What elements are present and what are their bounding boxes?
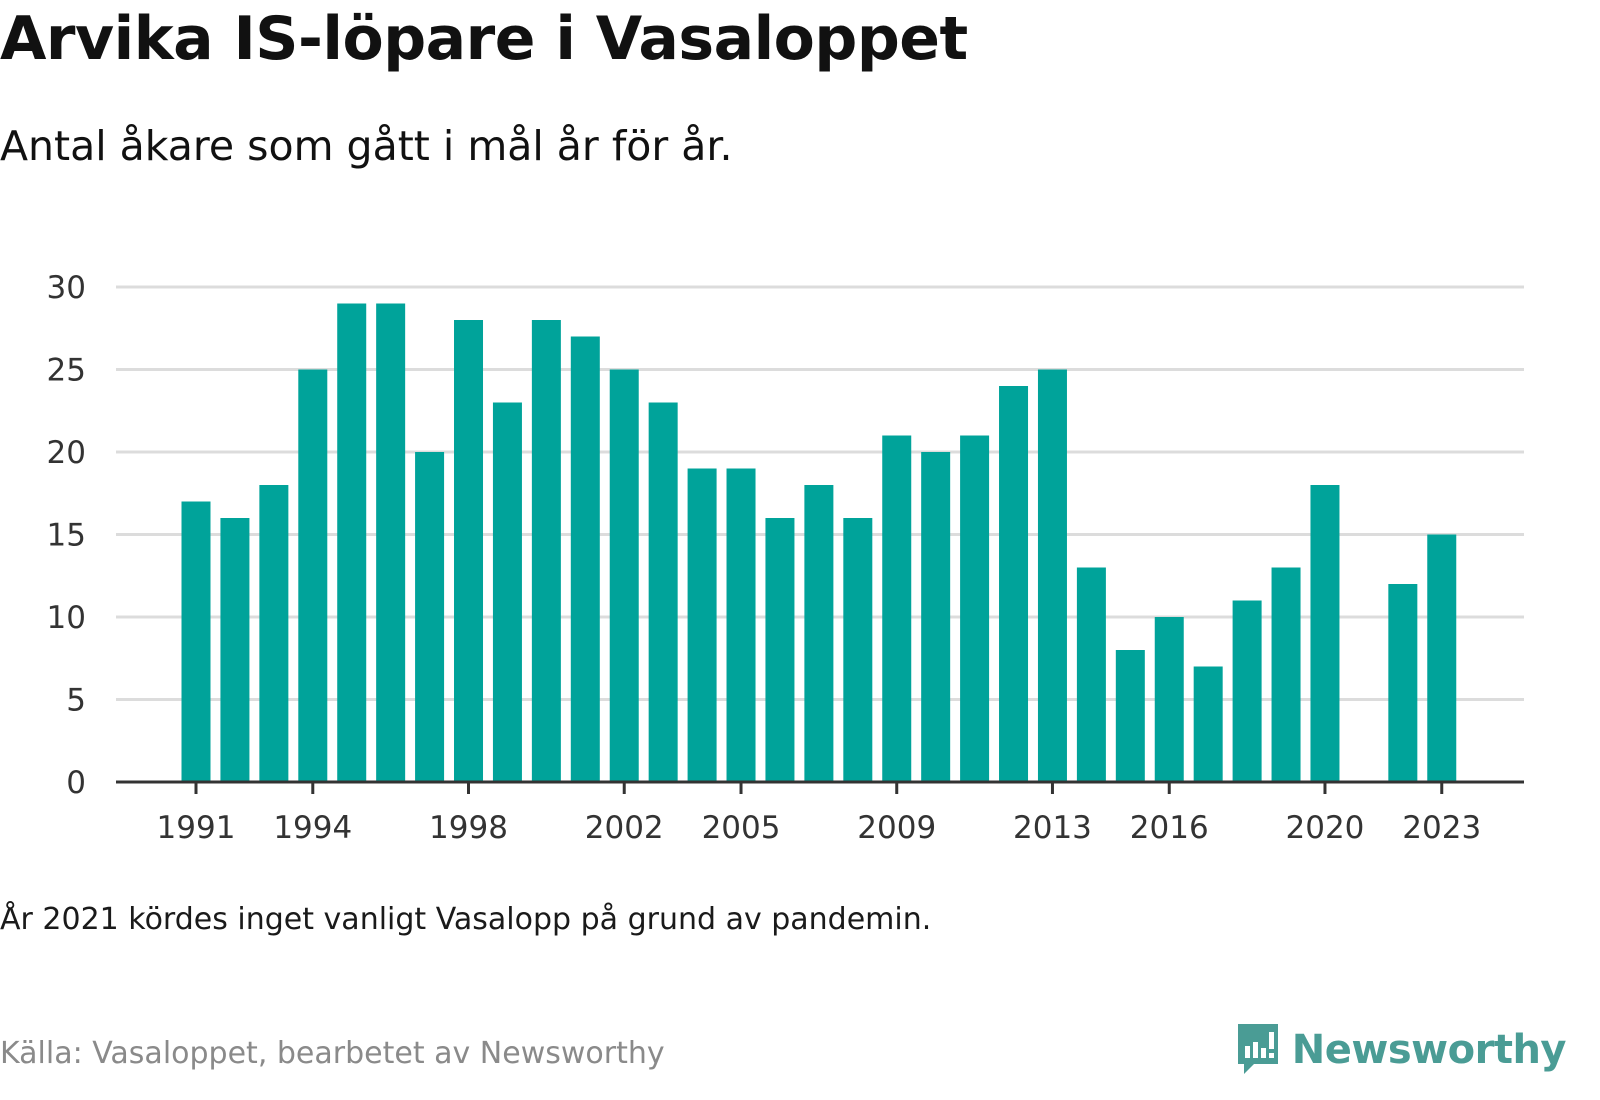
x-tick-label: 2020: [1286, 810, 1365, 846]
bar-1999: [492, 402, 522, 782]
bar-2012: [999, 386, 1029, 782]
bar-2019: [1271, 567, 1301, 782]
footnote: År 2021 kördes inget vanligt Vasalopp på…: [0, 902, 932, 937]
bar-2000: [531, 320, 561, 782]
bar-2007: [804, 485, 834, 782]
bar-2023: [1427, 534, 1457, 782]
bar-1996: [376, 303, 406, 782]
bar-chart: 0 5 10 15 20 25 30 1991 1994 1998 2002 2005 2009 201…: [47, 270, 1524, 846]
bar-2001: [570, 336, 600, 782]
brand-logo: Newsworthy: [1234, 1020, 1567, 1080]
y-axis-ticks: 0 5 10 15 20 25 30: [47, 270, 86, 801]
bar-2003: [648, 402, 678, 782]
x-tick-label: 1994: [273, 810, 352, 846]
bar-2011: [960, 435, 990, 782]
newsworthy-logo-icon: [1234, 1020, 1282, 1080]
x-tick-label: 2016: [1130, 810, 1209, 846]
bar-2017: [1193, 666, 1223, 782]
bar-2004: [687, 468, 717, 782]
bar-1992: [220, 518, 250, 782]
bar-2002: [609, 369, 639, 782]
x-tick-label: 2013: [1013, 810, 1092, 846]
bar-2008: [843, 518, 873, 782]
y-tick-label: 25: [47, 353, 86, 389]
bar-2010: [921, 452, 951, 782]
y-tick-label: 15: [47, 518, 86, 554]
bar-1993: [259, 485, 289, 782]
bar-1998: [454, 320, 484, 782]
x-tick-label: 2005: [702, 810, 781, 846]
bar-2013: [1037, 369, 1067, 782]
y-tick-label: 10: [47, 600, 86, 636]
bar-2014: [1076, 567, 1106, 782]
y-tick-label: 0: [66, 765, 86, 801]
x-tick-label: 2023: [1402, 810, 1481, 846]
y-tick-label: 5: [66, 683, 86, 719]
chart-title: Arvika IS-löpare i Vasaloppet: [0, 4, 968, 74]
bar-2009: [882, 435, 912, 782]
bar-2016: [1154, 617, 1184, 782]
bars: [181, 303, 1457, 782]
x-tick-label: 1991: [157, 810, 236, 846]
x-tick-label: 2009: [857, 810, 936, 846]
bar-1991: [181, 501, 211, 782]
bar-2015: [1115, 650, 1145, 782]
bar-2006: [765, 518, 795, 782]
y-tick-label: 20: [47, 435, 86, 471]
bar-1997: [415, 452, 445, 782]
bar-2022: [1388, 584, 1418, 782]
x-axis-ticks: 1991 1994 1998 2002 2005 2009 2013 2016 2020 2023: [157, 782, 1481, 846]
bar-1994: [298, 369, 328, 782]
x-tick-label: 1998: [429, 810, 508, 846]
x-tick-label: 2002: [585, 810, 664, 846]
chart-subtitle: Antal åkare som gått i mål år för år.: [0, 122, 733, 170]
source-credit: Källa: Vasaloppet, bearbetet av Newswort…: [0, 1036, 665, 1071]
bar-2020: [1310, 485, 1340, 782]
bar-2005: [726, 468, 756, 782]
bar-2018: [1232, 600, 1262, 782]
y-tick-label: 30: [47, 270, 86, 306]
brand-name: Newsworthy: [1291, 1027, 1567, 1073]
bar-1995: [337, 303, 367, 782]
